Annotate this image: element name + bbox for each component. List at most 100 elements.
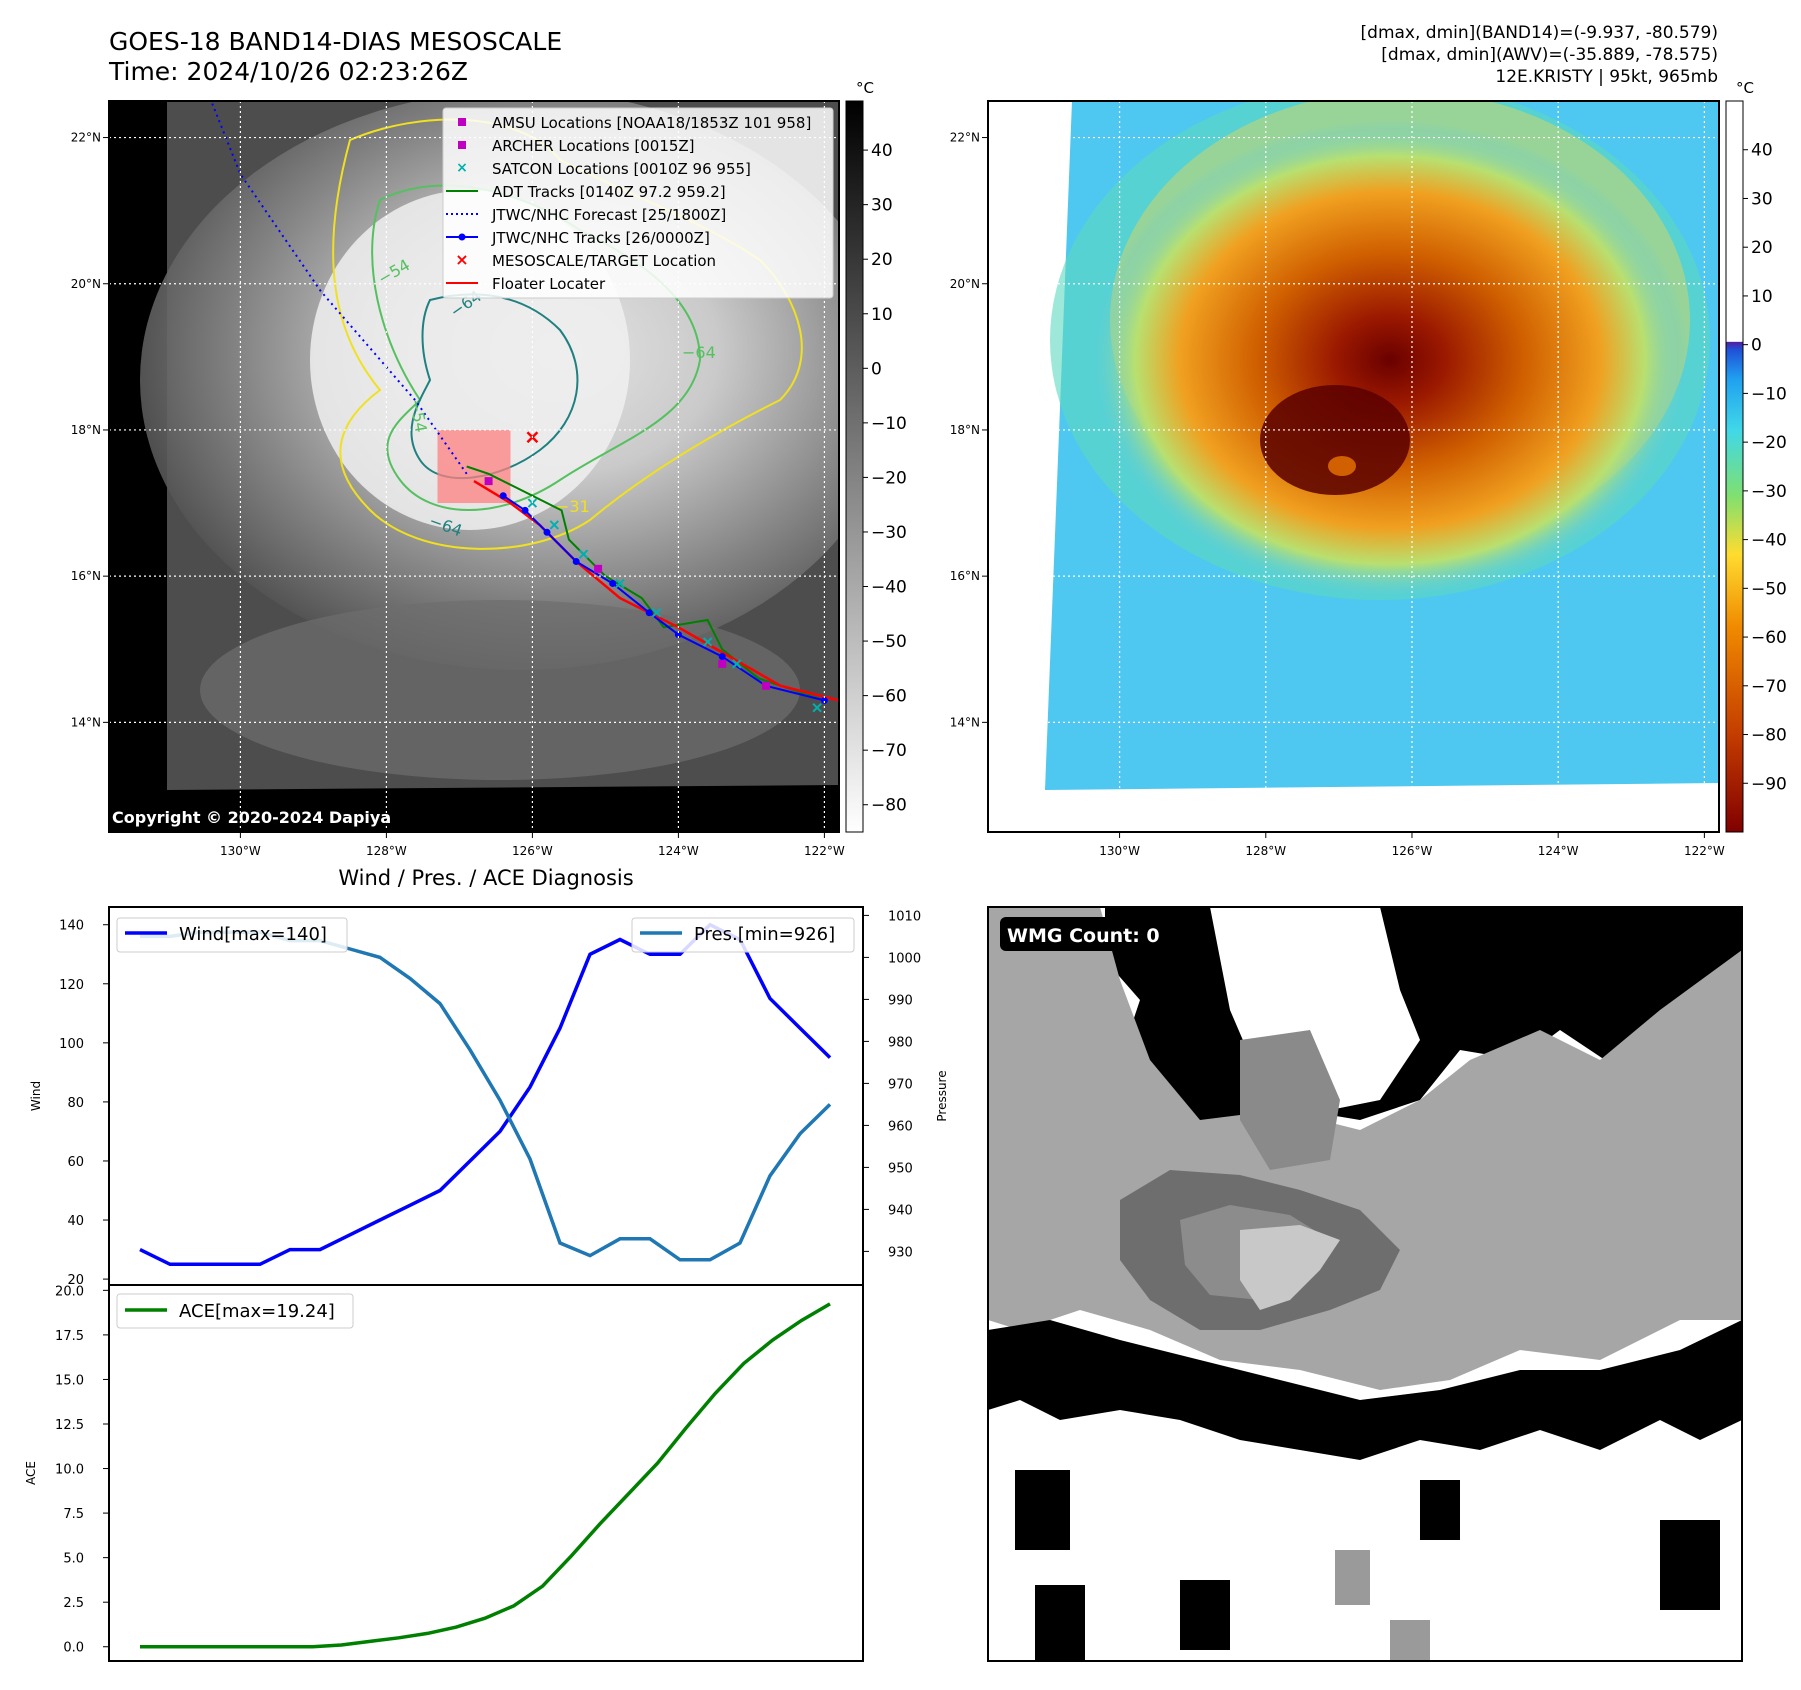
wmg-black-patch-2 xyxy=(1035,1585,1085,1661)
awv-colorbar-ticks: 40 30 20 10 0 −10 −20 −30 −40 −50 −60 −70 −80 −90 xyxy=(1743,141,1787,794)
awv-lat-tick-label: 20°N xyxy=(950,277,980,291)
wind-tick-label: 100 xyxy=(59,1037,84,1052)
legend-archer-marker xyxy=(458,141,466,149)
ace-axis-label: ACE xyxy=(24,1461,38,1485)
wind-pressure-plot-area xyxy=(108,906,864,1286)
satcon-point xyxy=(812,703,822,713)
wind-legend-box xyxy=(116,917,348,953)
satcon-point xyxy=(527,498,538,508)
pressure-tick-label: 970 xyxy=(888,1077,913,1092)
wind-legend: Wind[max=140] xyxy=(116,917,348,953)
awv-colorbar-tick-label: −20 xyxy=(1751,433,1787,453)
best-track-point xyxy=(820,696,828,704)
awv-colorbar-tick-label: 20 xyxy=(1751,238,1773,258)
pressure-legend: Pres.[min=926] xyxy=(631,917,855,953)
legend-entry-best-track: JTWC/NHC Tracks [26/0000Z] xyxy=(446,229,710,247)
legend-satcon-marker: × xyxy=(456,160,468,176)
satcon-points xyxy=(527,498,822,713)
band14-colorbar-tick-label: 20 xyxy=(871,250,893,270)
satcon-point-stroke xyxy=(527,498,538,508)
best-track-point xyxy=(521,506,529,514)
legend-forecast-label: JTWC/NHC Forecast [25/1800Z] xyxy=(491,206,726,224)
awv-colorbar-tick-label: −60 xyxy=(1751,628,1787,648)
best-track-line xyxy=(502,494,825,702)
amsu-point xyxy=(718,659,727,668)
satcon-point xyxy=(702,637,713,647)
band14-map-frame xyxy=(108,100,840,833)
band14-colorbar-tick-label: −60 xyxy=(871,687,907,707)
awv-map-panel: 130°W 128°W 126°W 124°W 122°W 22°N 20°N 18°N 16… xyxy=(950,79,1787,858)
storm-info: 12E.KRISTY | 95kt, 965mb xyxy=(1495,67,1718,87)
awv-colorbar-unit: °C xyxy=(1736,79,1754,97)
band14-colorbar-unit: °C xyxy=(856,79,874,97)
ace-tick-label: 5.0 xyxy=(63,1552,84,1567)
band14-colorbar-tick-label: 10 xyxy=(871,305,893,325)
wmg-black-south xyxy=(988,1320,1742,1460)
band14-colorbar-tick-label: 30 xyxy=(871,196,893,216)
stats-awv: [dmax, dmin](AWV)=(-35.889, -78.575) xyxy=(1381,45,1718,65)
satcon-point-stroke xyxy=(615,578,625,589)
wind-tick-label: 140 xyxy=(59,919,84,934)
best-track-point xyxy=(499,492,507,500)
wmg-black-patch-4 xyxy=(1420,1480,1460,1540)
legend-entry-archer: ARCHER Locations [0015Z] xyxy=(458,137,695,155)
diagnosis-title: Wind / Pres. / ACE Diagnosis xyxy=(338,866,633,890)
band14-colorbar-bar xyxy=(845,100,864,833)
amsu-points xyxy=(484,477,770,690)
legend-mesoscale-marker: × xyxy=(455,250,468,269)
legend-best-track-label: JTWC/NHC Tracks [26/0000Z] xyxy=(491,229,710,247)
legend-mesoscale-label: MESOSCALE/TARGET Location xyxy=(492,252,716,270)
band14-lon-ticks: 130°W 128°W 126°W 124°W 122°W xyxy=(220,832,845,858)
band14-lon-tick-label: 124°W xyxy=(658,844,699,858)
awv-colorbar-bar xyxy=(1725,100,1744,833)
awv-lat-ticks: 22°N 20°N 18°N 16°N 14°N xyxy=(950,131,988,729)
wind-axis-label: Wind xyxy=(29,1081,43,1111)
floater-track-line xyxy=(473,480,839,702)
legend-floater-label: Floater Locater xyxy=(492,275,606,293)
pressure-y-ticks: 930 940 950 960 970 980 990 1000 1010 xyxy=(863,909,921,1260)
ace-series-line xyxy=(140,1302,831,1649)
pressure-legend-box xyxy=(631,917,855,953)
legend-entry-amsu: AMSU Locations [NOAA18/1853Z 101 958] xyxy=(458,114,811,132)
legend-amsu-marker xyxy=(458,118,466,126)
satcon-point xyxy=(651,607,662,618)
band14-colorbar-tick-label: −40 xyxy=(871,578,907,598)
wind-y-ticks: 20 40 60 80 100 120 140 xyxy=(59,919,109,1288)
best-track-point xyxy=(718,653,726,661)
awv-colorbar-tick-label: 10 xyxy=(1751,287,1773,307)
awv-colorbar-tick-label: −40 xyxy=(1751,531,1787,551)
satcon-point-stroke xyxy=(578,549,589,559)
ace-tick-label: 15.0 xyxy=(55,1373,84,1388)
awv-colorbar-tick-label: −80 xyxy=(1751,726,1787,746)
track-legend: AMSU Locations [NOAA18/1853Z 101 958] AR… xyxy=(442,107,834,299)
band14-colorbar-tick-label: −10 xyxy=(871,414,907,434)
awv-lon-tick-label: 128°W xyxy=(1245,844,1286,858)
awv-lon-tick-label: 126°W xyxy=(1392,844,1433,858)
band14-lon-tick-label: 126°W xyxy=(512,844,553,858)
pressure-tick-label: 990 xyxy=(888,993,913,1008)
forecast-track-line xyxy=(210,101,468,475)
wmg-gray-cell xyxy=(1240,1030,1340,1170)
wind-tick-label: 80 xyxy=(67,1096,84,1111)
awv-eye xyxy=(1328,456,1356,476)
ace-chart: 0.0 2.5 5.0 7.5 10.0 12.5 15.0 17.5 20.0 ACE ACE… xyxy=(24,1284,864,1662)
wind-legend-label: Wind[max=140] xyxy=(179,924,327,945)
pressure-tick-label: 980 xyxy=(888,1035,913,1050)
awv-colorbar-tick-label: 30 xyxy=(1751,189,1773,209)
satcon-point-stroke xyxy=(812,703,822,713)
amsu-point xyxy=(484,477,493,486)
awv-lon-ticks: 130°W 128°W 126°W 124°W 122°W xyxy=(1099,832,1725,858)
awv-colorbar-tick-label: −70 xyxy=(1751,677,1787,697)
satcon-point-stroke xyxy=(651,607,662,618)
awv-lon-tick-label: 130°W xyxy=(1099,844,1140,858)
wmg-panel: WMG Count: 0 xyxy=(987,906,1743,1662)
pressure-tick-label: 1000 xyxy=(888,951,921,966)
wind-tick-label: 60 xyxy=(67,1155,84,1170)
legend-best-track-dot xyxy=(458,233,466,241)
awv-eye-region xyxy=(1260,385,1410,495)
band14-colorbar-tick-label: 0 xyxy=(871,359,882,379)
legend-entry-forecast: JTWC/NHC Forecast [25/1800Z] xyxy=(446,206,726,224)
awv-gridlines xyxy=(988,101,1719,832)
figure-title: GOES-18 BAND14-DIAS MESOSCALE xyxy=(109,27,562,56)
